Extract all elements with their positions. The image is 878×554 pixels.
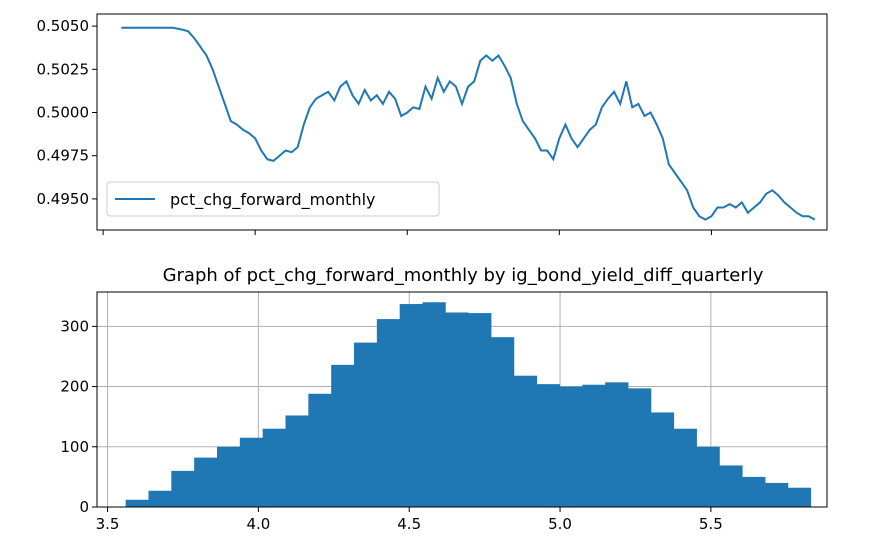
line-chart-y-tick-label: 0.5000 bbox=[37, 103, 90, 121]
histogram-y-tick-label: 100 bbox=[60, 438, 89, 456]
histogram-bar bbox=[605, 382, 629, 507]
histogram-x-tick-label: 5.0 bbox=[548, 515, 572, 533]
histogram-bar bbox=[217, 446, 241, 507]
line-chart-x-axis bbox=[102, 230, 712, 235]
histogram-bar bbox=[742, 476, 766, 507]
histogram-bars bbox=[125, 302, 812, 507]
histogram-x-tick-label: 4.5 bbox=[397, 515, 421, 533]
line-chart-y-tick-label: 0.4975 bbox=[37, 147, 90, 165]
histogram-bar bbox=[422, 302, 446, 507]
histogram-bar bbox=[331, 364, 355, 507]
histogram-y-axis: 0 100 200 300 bbox=[60, 317, 97, 516]
histogram-bar bbox=[673, 428, 697, 507]
legend-label-pct-chg-forward-monthly: pct_chg_forward_monthly bbox=[170, 190, 376, 210]
line-chart: 0.4950 0.4975 0.5000 0.5025 0.5050 pct_chg_f… bbox=[37, 13, 828, 235]
line-chart-y-axis: 0.4950 0.4975 0.5000 0.5025 0.5050 bbox=[37, 17, 97, 208]
legend: pct_chg_forward_monthly bbox=[106, 181, 440, 217]
histogram-bar bbox=[491, 337, 515, 507]
histogram-bar bbox=[148, 490, 172, 507]
histogram-bar bbox=[376, 319, 401, 507]
histogram-bar bbox=[696, 446, 720, 507]
line-chart-y-tick-label: 0.5025 bbox=[37, 60, 90, 78]
histogram-bar bbox=[445, 312, 469, 507]
histogram-bar bbox=[719, 465, 743, 507]
histogram-bar bbox=[262, 428, 286, 507]
histogram-title: Graph of pct_chg_forward_monthly by ig_b… bbox=[163, 265, 764, 286]
histogram-bar bbox=[171, 470, 195, 507]
histogram-bar bbox=[308, 393, 332, 507]
histogram-bar bbox=[765, 482, 789, 507]
histogram-bar bbox=[399, 304, 423, 507]
histogram: Graph of pct_chg_forward_monthly by ig_b… bbox=[60, 265, 828, 533]
histogram-bar bbox=[354, 342, 378, 507]
line-chart-y-tick-label: 0.4950 bbox=[37, 190, 90, 208]
legend-box bbox=[106, 181, 440, 217]
line-chart-frame bbox=[96, 13, 828, 231]
histogram-bar bbox=[285, 415, 309, 507]
line-chart-y-tick-label: 0.5050 bbox=[37, 17, 90, 35]
histogram-x-tick-label: 4.0 bbox=[246, 515, 270, 533]
histogram-bar bbox=[468, 313, 492, 507]
histogram-bar bbox=[582, 384, 606, 507]
series-line-pct-chg-forward-monthly bbox=[121, 26, 816, 221]
histogram-bar bbox=[194, 457, 218, 507]
histogram-bar bbox=[125, 499, 149, 507]
histogram-bar bbox=[536, 384, 560, 507]
histogram-bar bbox=[513, 375, 538, 507]
histogram-x-tick-label: 5.5 bbox=[699, 515, 723, 533]
histogram-y-tick-label: 300 bbox=[60, 317, 89, 335]
histogram-bar bbox=[628, 388, 652, 507]
histogram-x-tick-label: 3.5 bbox=[96, 515, 120, 533]
histogram-bar bbox=[650, 412, 675, 507]
histogram-bar bbox=[559, 386, 583, 507]
histogram-bar bbox=[239, 437, 264, 507]
histogram-x-axis: 3.5 4.0 4.5 5.0 5.5 bbox=[96, 507, 723, 533]
histogram-bar bbox=[787, 487, 812, 507]
histogram-y-tick-label: 0 bbox=[79, 498, 89, 516]
histogram-frame bbox=[96, 291, 828, 508]
histogram-y-tick-label: 200 bbox=[60, 378, 89, 396]
